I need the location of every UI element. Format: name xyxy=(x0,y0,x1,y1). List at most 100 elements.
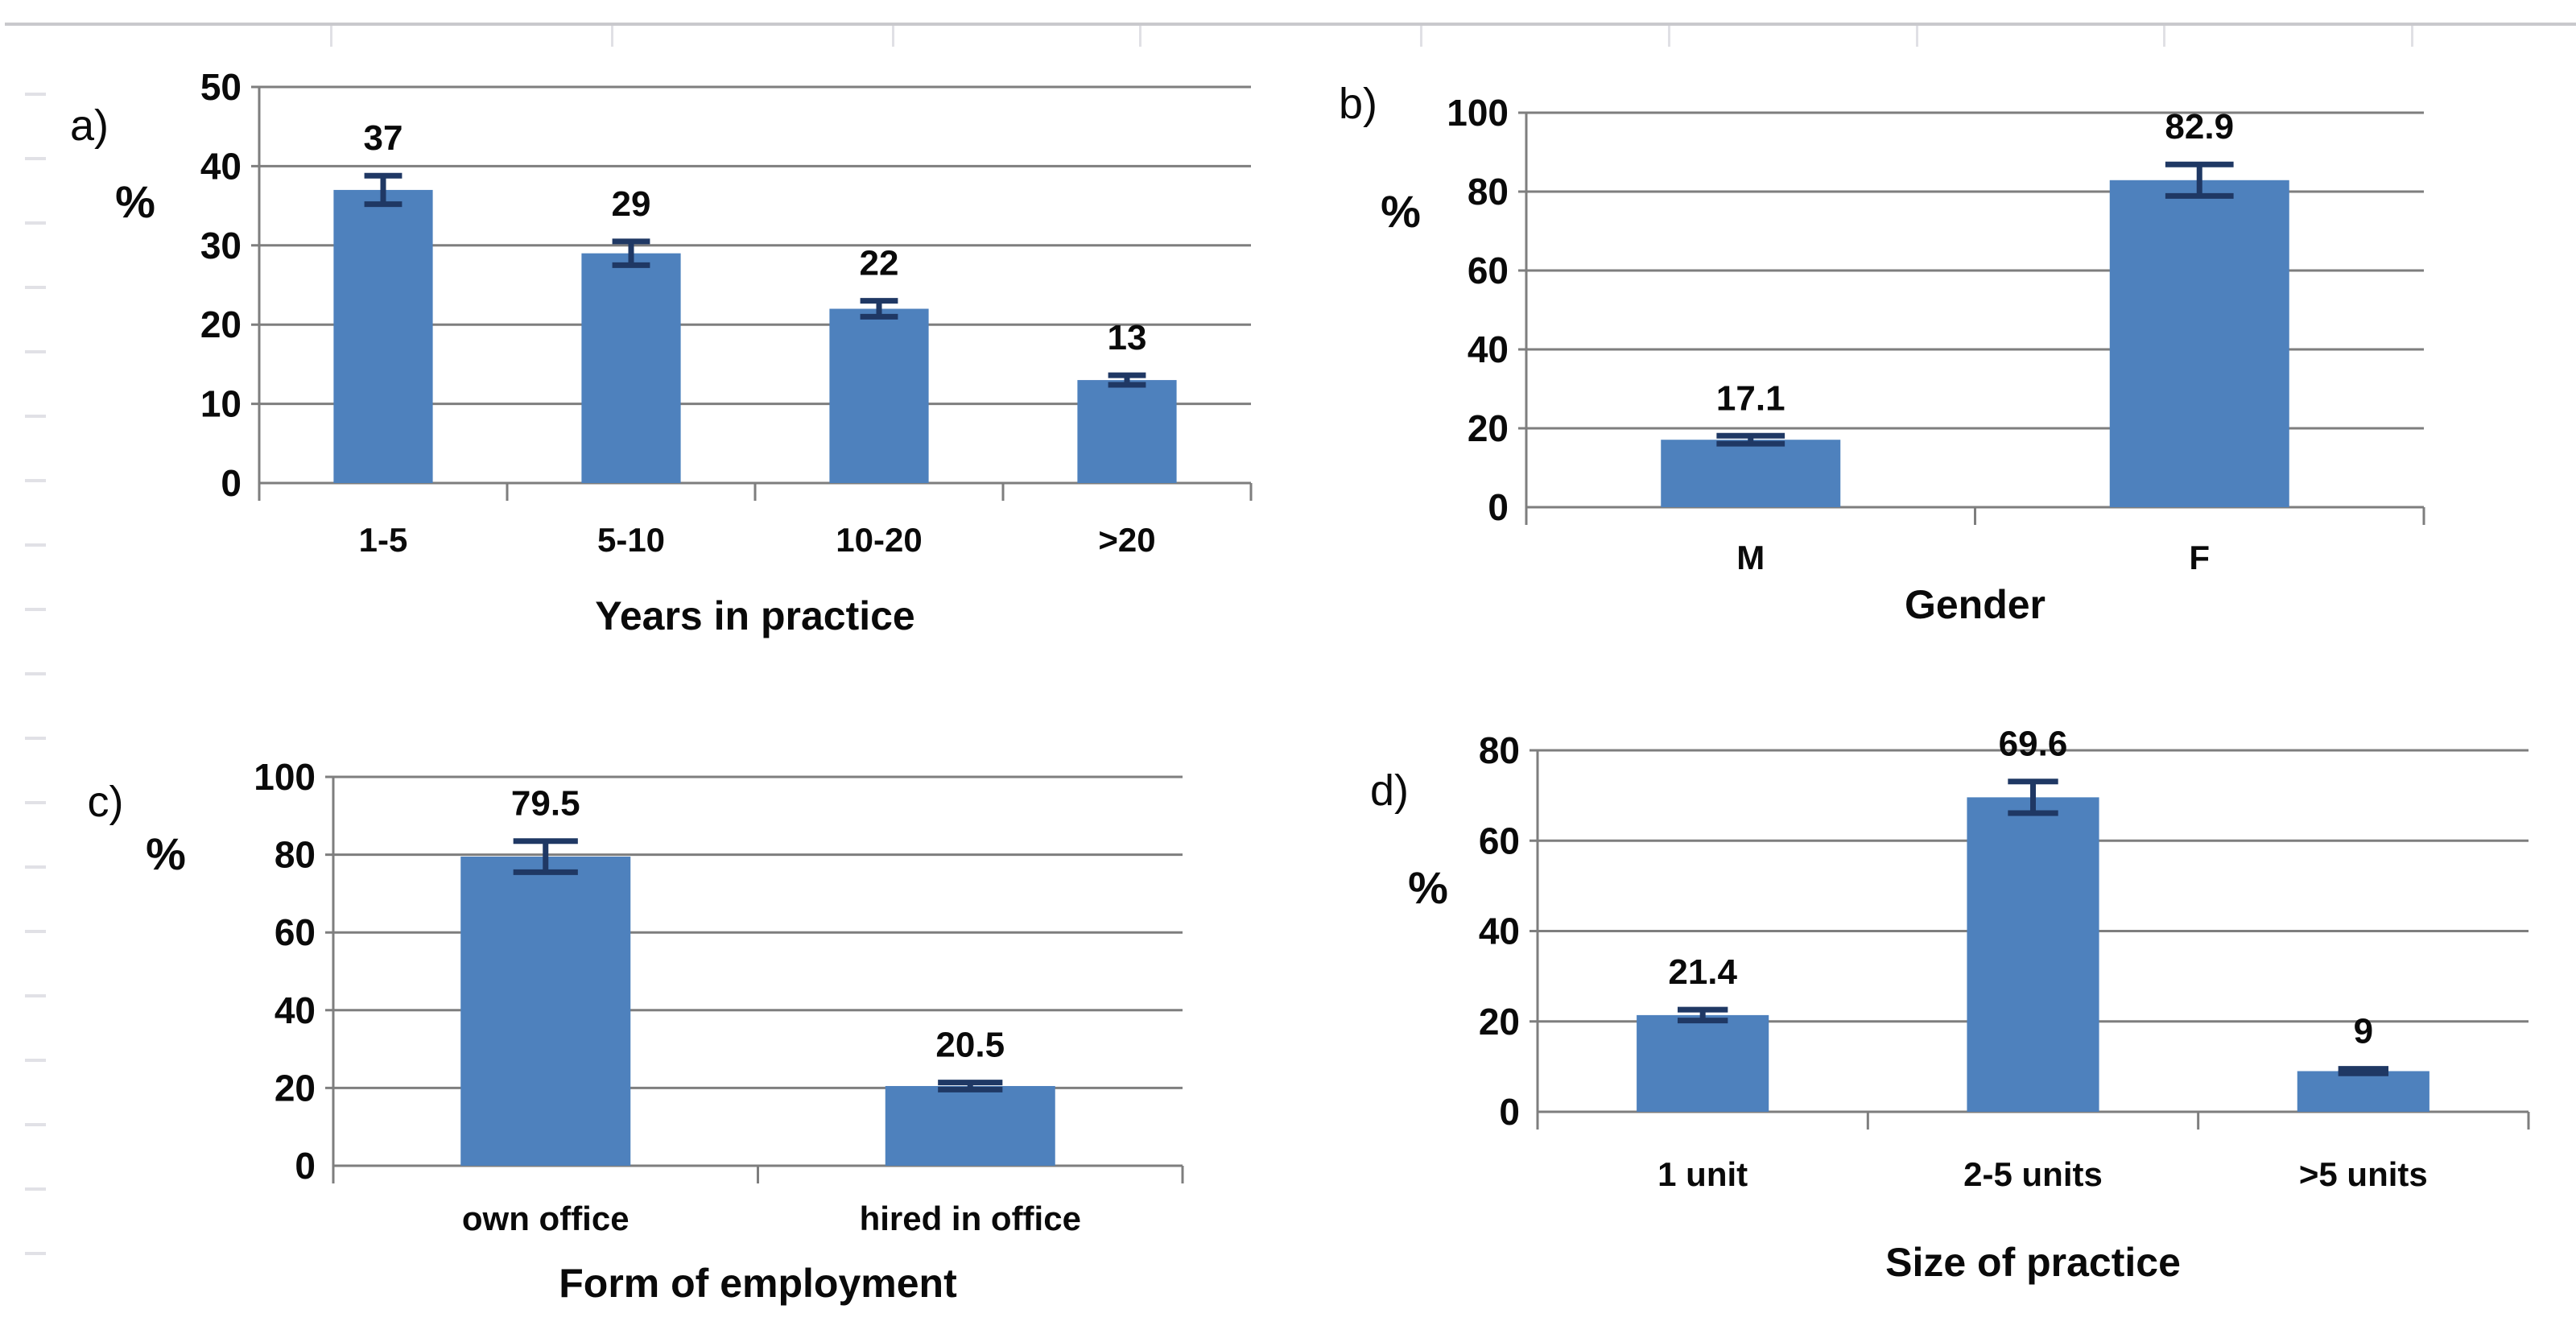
page-margin-dash xyxy=(25,543,46,547)
bar-chart-a: 0 10 20 30 40 50 37 1-5 29 5-10 22 10-20 13 >20 Years … xyxy=(70,66,1253,638)
panel-letter: b) xyxy=(1339,80,1377,128)
page-margin-dash xyxy=(25,737,46,740)
category-label: >20 xyxy=(1098,521,1155,559)
ytick-label: 10 xyxy=(200,383,242,425)
ytick-label: 60 xyxy=(275,911,316,953)
bar-value-label: 21.4 xyxy=(1668,952,1737,992)
page-margin-dash xyxy=(25,350,46,353)
bar-value-label: 20.5 xyxy=(935,1026,1005,1065)
bar-chart-b: 0 20 40 60 80 100 17.1 M 82.9 F Gender% b) xyxy=(1339,80,2425,627)
page-edge-tick xyxy=(611,26,613,47)
ytick-label: 0 xyxy=(1488,486,1509,528)
bar-chart-d: 0 20 40 60 80 21.4 1 unit 69.6 2-5 units 9 >5 unit… xyxy=(1370,725,2530,1285)
ytick-label: 20 xyxy=(275,1067,316,1109)
panel-letter: d) xyxy=(1370,766,1409,815)
bar xyxy=(1967,797,2099,1112)
page-margin-dash xyxy=(25,221,46,225)
bar-value-label: 69.6 xyxy=(1999,725,2068,764)
category-label: 10-20 xyxy=(836,521,922,559)
bar xyxy=(2297,1071,2429,1112)
bar xyxy=(581,253,681,483)
category-label: 5-10 xyxy=(597,521,665,559)
category-label: hired in office xyxy=(860,1200,1081,1237)
y-axis-title: % xyxy=(146,828,186,879)
page-edge-tick xyxy=(1139,26,1141,47)
bar-value-label: 13 xyxy=(1108,318,1147,357)
panel-c: 0 20 40 60 80 100 79.5 own office 20.5 hired in o… xyxy=(0,667,1288,1334)
page-edge-tick xyxy=(1668,26,1670,47)
page-edge-tick xyxy=(1420,26,1422,47)
page-margin-dash xyxy=(25,1187,46,1191)
ytick-label: 40 xyxy=(200,145,242,187)
category-label: 1 unit xyxy=(1657,1155,1748,1193)
category-label: M xyxy=(1736,539,1765,576)
ytick-label: 100 xyxy=(1447,92,1509,134)
ytick-label: 60 xyxy=(1468,250,1509,291)
page-margin-dash xyxy=(25,865,46,869)
bar xyxy=(1637,1014,1769,1112)
category-label: 2-5 units xyxy=(1963,1155,2103,1193)
bar-value-label: 37 xyxy=(364,118,403,158)
page-margin-dash xyxy=(25,286,46,289)
category-label: own office xyxy=(462,1200,630,1237)
page-margin-dash xyxy=(25,672,46,675)
ytick-label: 80 xyxy=(275,834,316,876)
category-label: 1-5 xyxy=(359,521,408,559)
page-margin-dash xyxy=(25,157,46,160)
bar-value-label: 9 xyxy=(2354,1012,2373,1051)
page-margin-dash xyxy=(25,93,46,96)
page-margin-dash xyxy=(25,801,46,804)
page-margin-dash xyxy=(25,415,46,418)
page-edge-tick xyxy=(2411,26,2413,47)
bar xyxy=(829,308,929,483)
bar xyxy=(1661,440,1841,507)
panel-a: 0 10 20 30 40 50 37 1-5 29 5-10 22 10-20 13 >20 Years … xyxy=(0,0,1288,667)
ytick-label: 40 xyxy=(275,989,316,1031)
page-margin-dash xyxy=(25,1123,46,1126)
ytick-label: 50 xyxy=(200,66,242,108)
bar xyxy=(1077,380,1177,483)
y-axis-title: % xyxy=(1381,186,1421,237)
category-label: >5 units xyxy=(2299,1155,2428,1193)
page-margin-dash xyxy=(25,479,46,482)
bar-value-label: 17.1 xyxy=(1716,378,1785,418)
ytick-label: 0 xyxy=(221,462,242,504)
panel-letter: a) xyxy=(70,101,109,150)
bar xyxy=(885,1085,1055,1166)
x-axis-title: Size of practice xyxy=(1885,1240,2181,1285)
category-label: F xyxy=(2189,539,2210,576)
x-axis-title: Form of employment xyxy=(559,1261,957,1306)
ytick-label: 20 xyxy=(1479,1001,1520,1043)
panel-b: 0 20 40 60 80 100 17.1 M 82.9 F Gender% b) xyxy=(1288,0,2576,667)
x-axis-title: Gender xyxy=(1905,582,2046,627)
ytick-label: 80 xyxy=(1468,171,1509,213)
ytick-label: 60 xyxy=(1479,820,1520,861)
bar-chart-c: 0 20 40 60 80 100 79.5 own office 20.5 hired in o… xyxy=(88,756,1184,1306)
page-edge-tick xyxy=(1916,26,1918,47)
ytick-label: 0 xyxy=(1499,1091,1520,1133)
bar-value-label: 29 xyxy=(612,184,651,224)
ytick-label: 20 xyxy=(200,304,242,345)
bar xyxy=(2109,180,2289,508)
ytick-label: 30 xyxy=(200,225,242,266)
bar-value-label: 22 xyxy=(860,244,899,283)
bar-value-label: 82.9 xyxy=(2165,107,2234,147)
page-edge-rule xyxy=(5,23,2576,26)
y-axis-title: % xyxy=(1408,862,1448,913)
page-edge-tick xyxy=(892,26,894,47)
panel-letter: c) xyxy=(88,778,124,826)
page-edge-tick xyxy=(330,26,332,47)
bar xyxy=(460,857,631,1166)
bar-value-label: 79.5 xyxy=(511,784,580,824)
y-axis-title: % xyxy=(115,176,155,227)
ytick-label: 40 xyxy=(1479,911,1520,952)
x-axis-title: Years in practice xyxy=(595,593,914,638)
ytick-label: 40 xyxy=(1468,328,1509,370)
bar xyxy=(333,189,433,484)
ytick-label: 0 xyxy=(295,1145,316,1187)
page-margin-dash xyxy=(25,1059,46,1062)
ytick-label: 100 xyxy=(254,756,316,798)
panel-d: 0 20 40 60 80 21.4 1 unit 69.6 2-5 units 9 >5 unit… xyxy=(1288,667,2576,1334)
page-edge-tick xyxy=(2163,26,2165,47)
